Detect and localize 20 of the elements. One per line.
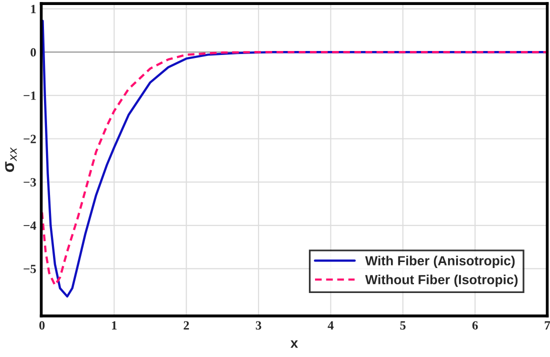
line-series — [41, 50, 548, 286]
y-tick-label: −4 — [24, 222, 36, 230]
y-tick-label: −1 — [24, 92, 36, 100]
x-tick-label: 4 — [328, 321, 334, 330]
y-tick-label: −2 — [24, 134, 36, 144]
y-tick-label: 0 — [30, 48, 36, 57]
x-tick-label: 5 — [400, 321, 406, 330]
x-tick-label: 3 — [256, 321, 262, 330]
y-tick-label: 1 — [31, 4, 36, 14]
legend-label: Without Fiber (Isotropic) — [365, 274, 518, 287]
x-tick-label: 2 — [184, 321, 189, 330]
x-tick-label: 0 — [39, 321, 45, 330]
y-tick-label: −5 — [24, 264, 36, 274]
y-tick-label: −3 — [24, 178, 36, 187]
x-axis-title: x — [290, 340, 298, 348]
x-tick-label: 7 — [544, 321, 550, 330]
x-tick-label: 1 — [112, 321, 117, 330]
x-tick-label: 6 — [472, 321, 478, 330]
y-axis-title: σ$_{xx}$ — [5, 147, 17, 172]
legend-label: With Fiber (Anisotropic) — [365, 256, 515, 268]
